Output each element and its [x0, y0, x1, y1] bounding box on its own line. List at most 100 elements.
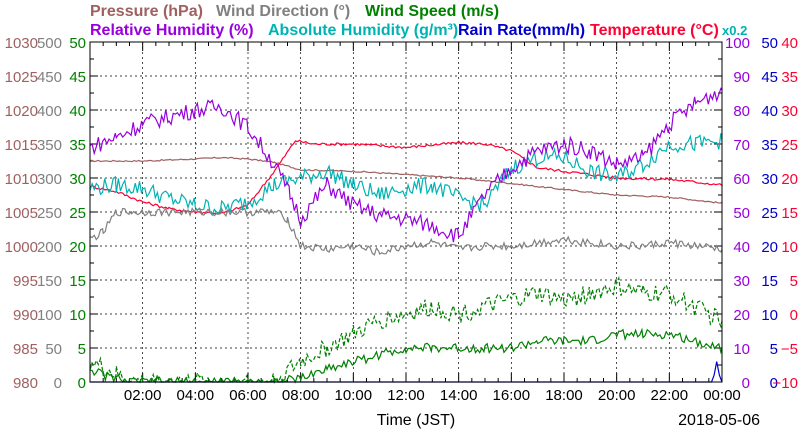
- series-group: [89, 87, 723, 385]
- left-axes: 1030102510201015101010051000995990985980…: [5, 35, 722, 392]
- right-axis-label-rh: 50: [733, 205, 750, 222]
- x-tick-label: 16:00: [493, 387, 531, 404]
- x-tick-label: 14:00: [440, 387, 478, 404]
- legend-pressure: Pressure (hPa): [90, 3, 203, 20]
- right-axis-label-rh: 30: [733, 273, 750, 290]
- left-axis-label-pressure: 985: [13, 341, 38, 358]
- left-axis-label-wind_dir: 150: [37, 273, 62, 290]
- date-label: 2018-05-06: [678, 412, 760, 429]
- left-axis-label-wind_speed: 50: [69, 35, 86, 52]
- left-axis-label-wind_dir: 450: [37, 69, 62, 86]
- left-axis-label-wind_dir: 350: [37, 137, 62, 154]
- right-axis-label-temp: 5: [790, 273, 798, 290]
- left-axis-label-wind_speed: 45: [69, 69, 86, 86]
- right-axis-label-rain: 50: [761, 35, 778, 52]
- right-axis-label-temp: 35: [781, 69, 798, 86]
- series-line-wind_dir: [89, 206, 723, 256]
- right-axis-label-temp: 0: [790, 307, 798, 324]
- left-axis-label-pressure: 995: [13, 273, 38, 290]
- right-axes: 1009080706050403020100504540353025201510…: [725, 35, 798, 392]
- series-line-wind_speed: [89, 327, 723, 384]
- x-tick-label: 02:00: [124, 387, 162, 404]
- x-tick-label: 06:00: [229, 387, 267, 404]
- right-axis-label-rh: 80: [733, 103, 750, 120]
- right-axis-label-rh: 10: [733, 341, 750, 358]
- right-axis-label-rain: 5: [770, 341, 778, 358]
- right-axis-label-temp: 15: [781, 205, 798, 222]
- left-axis-label-pressure: 990: [13, 307, 38, 324]
- left-axis-label-pressure: 1020: [5, 103, 38, 120]
- series-line-rh: [89, 87, 723, 243]
- left-axis-label-pressure: 1015: [5, 137, 38, 154]
- left-axis-label-pressure: 1005: [5, 205, 38, 222]
- left-axis-label-wind_speed: 30: [69, 171, 86, 188]
- left-axis-label-wind_dir: 200: [37, 239, 62, 256]
- right-axis-label-rh: 90: [733, 69, 750, 86]
- right-axis-label-rain: 25: [761, 205, 778, 222]
- left-axis-label-wind_speed: 40: [69, 103, 86, 120]
- right-axis-label-temp: −5: [781, 341, 798, 358]
- left-axis-label-pressure: 980: [13, 375, 38, 392]
- legend-ah: Absolute Humidity (g/m³): [268, 22, 458, 39]
- x-axis: 02:00 04:00 06:00 08:00 10:00 12:00 14:00 16:00…: [89, 42, 741, 404]
- legend-temp: Temperature (°C): [590, 22, 719, 39]
- legend-rh: Relative Humidity (%): [90, 22, 254, 39]
- x-tick-label: 18:00: [545, 387, 583, 404]
- right-axis-label-rh: 40: [733, 239, 750, 256]
- right-axis-label-rh: 0: [742, 375, 750, 392]
- x-tick-label: 12:00: [387, 387, 425, 404]
- left-axis-label-wind_speed: 15: [69, 273, 86, 290]
- left-axis-label-wind_speed: 35: [69, 137, 86, 154]
- right-axis-label-rain: 15: [761, 273, 778, 290]
- x-tick-label: 10:00: [335, 387, 373, 404]
- left-axis-label-wind_speed: 20: [69, 239, 86, 256]
- legend-rain: Rain Rate(mm/h): [458, 22, 585, 39]
- right-axis-label-rain: 10: [761, 307, 778, 324]
- plot-frame: [89, 41, 723, 383]
- left-axis-label-wind_dir: 50: [45, 341, 62, 358]
- right-axis-label-rh: 60: [733, 171, 750, 188]
- left-axis-label-wind_speed: 25: [69, 205, 86, 222]
- right-axis-label-temp: 30: [781, 103, 798, 120]
- left-axis-label-pressure: 1010: [5, 171, 38, 188]
- left-axis-label-pressure: 1025: [5, 69, 38, 86]
- left-axis-label-wind_dir: 400: [37, 103, 62, 120]
- right-axis-label-temp: 10: [781, 239, 798, 256]
- right-axis-label-rain: 45: [761, 69, 778, 86]
- right-axis-label-rain: 40: [761, 103, 778, 120]
- x-tick-label: 20:00: [598, 387, 636, 404]
- x-tick-label: 22:00: [651, 387, 689, 404]
- legend: Pressure (hPa) Wind Direction (°) Wind Spe…: [90, 3, 747, 39]
- legend-wind_dir: Wind Direction (°): [216, 3, 350, 20]
- right-axis-label-rain: 0: [770, 375, 778, 392]
- right-axis-label-rh: 20: [733, 307, 750, 324]
- series-line-gust: [89, 275, 723, 385]
- x-tick-label: 08:00: [282, 387, 320, 404]
- left-axis-label-wind_dir: 100: [37, 307, 62, 324]
- right-axis-label-rh: 100: [725, 35, 750, 52]
- right-axis-label-rain: 30: [761, 171, 778, 188]
- right-axis-label-temp: 40: [781, 35, 798, 52]
- left-axis-label-wind_dir: 0: [54, 375, 62, 392]
- left-axis-label-pressure: 1030: [5, 35, 38, 52]
- left-axis-label-wind_speed: 5: [78, 341, 86, 358]
- x-axis-label: Time (JST): [377, 412, 456, 429]
- legend-ah_scale: x0.2: [722, 23, 747, 38]
- right-axis-label-temp: 20: [781, 171, 798, 188]
- left-axis-label-wind_speed: 0: [78, 375, 86, 392]
- series-line-pressure: [89, 156, 723, 204]
- right-axis-label-temp: 25: [781, 137, 798, 154]
- right-axis-label-rain: 20: [761, 239, 778, 256]
- left-axis-label-wind_dir: 250: [37, 205, 62, 222]
- legend-wind_speed: Wind Speed (m/s): [365, 3, 499, 20]
- left-axis-label-wind_dir: 300: [37, 171, 62, 188]
- right-axis-label-rain: 35: [761, 137, 778, 154]
- left-axis-label-pressure: 1000: [5, 239, 38, 256]
- series-line-ah: [89, 133, 723, 217]
- right-axis-label-rh: 70: [733, 137, 750, 154]
- right-axis-label-temp: −10: [773, 375, 798, 392]
- x-tick-label: 04:00: [177, 387, 215, 404]
- left-axis-label-wind_speed: 10: [69, 307, 86, 324]
- left-axis-label-wind_dir: 500: [37, 35, 62, 52]
